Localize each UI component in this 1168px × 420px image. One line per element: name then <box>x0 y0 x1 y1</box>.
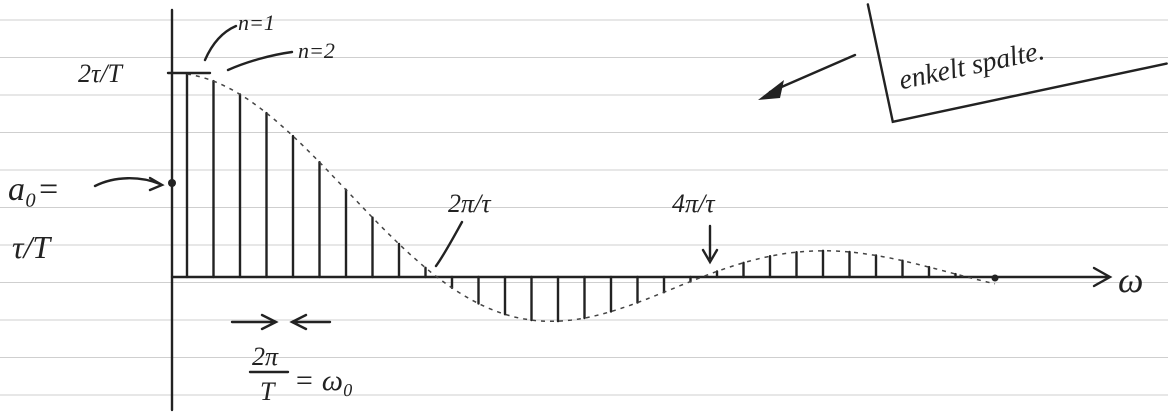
pointer <box>434 220 464 268</box>
box-outline <box>866 3 1168 124</box>
label: T <box>260 377 276 406</box>
envelope <box>186 73 996 323</box>
pointer-head <box>758 80 784 100</box>
spectral-lines <box>185 72 957 323</box>
pointer-head <box>148 176 165 192</box>
pointer <box>93 177 162 188</box>
pointer <box>203 24 238 62</box>
dot <box>168 179 176 187</box>
pointer <box>226 50 294 72</box>
label: 2π <box>252 342 279 371</box>
label: 2π/τ <box>448 189 492 218</box>
note-box: enkelt spalte. <box>866 3 1168 124</box>
dot <box>991 274 999 282</box>
label: a₀= <box>8 171 60 208</box>
label: = ω₀ <box>294 364 353 397</box>
spacing-arrow <box>230 313 279 331</box>
label: n=1 <box>238 10 275 35</box>
pointer <box>768 53 857 94</box>
note: enkelt spalte. <box>896 35 1047 96</box>
spacing-arrow <box>289 313 332 331</box>
label: 2τ/T <box>78 59 124 88</box>
label: n=2 <box>298 38 335 63</box>
label: τ/T <box>12 229 52 265</box>
label: 4π/τ <box>672 189 716 218</box>
x-axis-arrow <box>1092 266 1113 288</box>
ruled-paper <box>0 19 1168 396</box>
label: ω <box>1118 260 1143 300</box>
pointer-head <box>701 248 719 265</box>
